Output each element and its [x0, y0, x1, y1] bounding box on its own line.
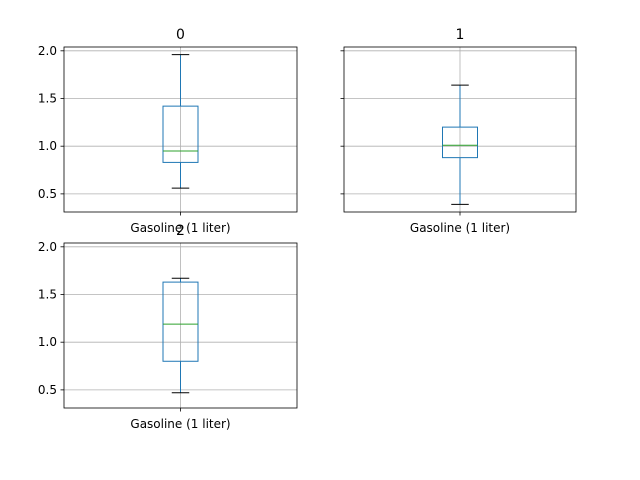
- y-tick-label: 1.0: [38, 139, 57, 153]
- y-tick-label: 1.5: [38, 288, 57, 302]
- subplot-1: 1 Gasoline (1 liter): [340, 27, 577, 235]
- iqr-box: [162, 281, 199, 362]
- subplot-title: 0: [176, 27, 185, 43]
- y-tick-label: 1.0: [38, 335, 57, 349]
- y-axis-ticks: [340, 50, 344, 195]
- subplot-0: 0.5 1.0 1.5 2.0 0 Gasoline (1 liter): [38, 27, 298, 235]
- y-tick-label: 0.5: [38, 187, 57, 201]
- x-tick-label: Gasoline (1 liter): [410, 221, 510, 235]
- iqr-box: [162, 105, 199, 163]
- x-tick-label: Gasoline (1 liter): [130, 221, 230, 235]
- subplot-title: 1: [456, 27, 465, 43]
- x-tick-label: Gasoline (1 liter): [130, 417, 230, 431]
- subplot-title: 2: [176, 223, 185, 239]
- y-tick-label: 1.5: [38, 92, 57, 106]
- box-glyph: [162, 54, 199, 189]
- y-tick-label: 2.0: [38, 240, 57, 254]
- y-tick-label: 2.0: [38, 44, 57, 58]
- grid-lines: [344, 47, 576, 212]
- y-axis-ticks: 0.5 1.0 1.5 2.0: [38, 44, 64, 201]
- subplot-2: 0.5 1.0 1.5 2.0 2 Gasoline (1 liter): [38, 223, 298, 431]
- y-tick-label: 0.5: [38, 383, 57, 397]
- y-axis-ticks: 0.5 1.0 1.5 2.0: [38, 240, 64, 397]
- box-glyph: [162, 277, 199, 394]
- box-glyph: [442, 84, 478, 205]
- iqr-box: [442, 126, 478, 159]
